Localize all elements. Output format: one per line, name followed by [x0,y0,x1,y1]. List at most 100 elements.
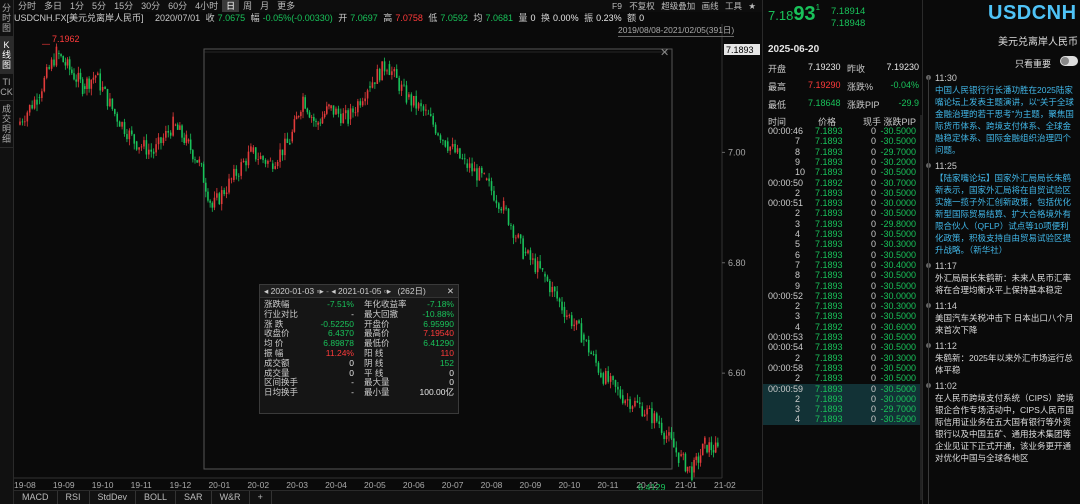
candle-body [26,112,29,122]
news-item[interactable]: 11:25 【陆家嘴论坛】国家外汇局局长朱鹤新表示，国家外汇局将在自贸试验区实施一… [923,160,1079,256]
candle-body [587,339,590,353]
side-tab-3[interactable]: 成交明细 [0,101,13,148]
candle-body [94,75,97,78]
indicator-tab-6[interactable]: + [250,491,272,504]
candle-body [304,97,306,109]
indicator-tab-5[interactable]: W&R [212,491,250,504]
candle-body [202,164,205,183]
news-item[interactable]: 11:17 外汇局局长朱鹤新：未来人民币汇率将在合理均衡水平上保持基本稳定 [923,260,1079,296]
trade-change: -30.5000 [880,311,916,322]
x-tick-label: 20-03 [286,480,308,490]
period-tab-8[interactable]: 日 [222,0,240,12]
candle-body [381,61,383,81]
trade-price: 7.1893 [815,332,843,342]
news-item[interactable]: 11:12 朱鹤新：2025年以来外汇市场运行总体平稳 [923,340,1079,376]
trade-time: 6 [795,249,801,260]
candle-body [323,113,326,118]
trade-price: 7.1893 [815,126,843,136]
candle-body [189,139,192,151]
period-tab-2[interactable]: 1分 [70,1,85,11]
candle-body [274,166,277,169]
trade-row: 4 7.1893 0 -30.5000 [763,229,920,239]
news-text: 在人民币跨境支付系统（CIPS）跨境银企合作专场活动中，CIPS人民币国际信用证… [935,393,1074,463]
quote-value: 7.19230 [808,62,841,72]
side-view-tabs: 分时图 K线图 TICK 成交明细 [0,0,14,504]
open-value: 7.0697 [350,13,378,23]
trade-price: 7.1893 [815,229,843,239]
y-tick-label: 6.80 [728,258,746,268]
period-tab-1[interactable]: 多日 [44,1,63,11]
selection-close-icon[interactable]: ✕ [660,47,669,59]
candle-body [686,466,689,472]
side-tab-1[interactable]: K线图 [0,37,13,74]
indicator-tab-4[interactable]: SAR [176,491,212,504]
news-item[interactable]: 11:30 中国人民银行行长潘功胜在2025陆家嘴论坛上发表主题演讲，以“关于全球… [923,72,1079,156]
f9-button[interactable]: F9 [612,1,622,11]
trade-time: 7 [795,136,801,147]
trade-time: 00:00:53 [768,332,804,342]
period-tab-3[interactable]: 5分 [92,1,107,11]
tools-button[interactable]: 工具 [724,1,742,11]
trade-row: 8 7.1893 0 -29.7000 [763,147,920,157]
news-list[interactable]: 11:30 中国人民银行行长潘功胜在2025陆家嘴论坛上发表主题演讲，以“关于全球… [923,72,1079,504]
candle-body [21,121,24,123]
side-tab-0[interactable]: 分时图 [0,0,13,37]
trade-row: 00:00:50 7.1892 0 -30.7000 [763,178,920,188]
calendar-icon[interactable]: ▫▸ [316,286,324,296]
period-tab-11[interactable]: 更多 [277,1,296,11]
candle-body [471,163,473,172]
trade-row: 2 7.1893 0 -30.5000 [763,373,920,383]
trade-row: 3 7.1893 0 -29.7000 [763,404,920,415]
indicator-tab-3[interactable]: BOLL [136,491,177,504]
interval-selection-box[interactable] [203,48,673,470]
calendar-icon-2[interactable]: ▫▸ [383,286,392,296]
news-text: 朱鹤新：2025年以来外汇市场运行总体平稳 [935,353,1073,375]
candle-body [349,108,352,120]
period-tab-10[interactable]: 月 [260,1,270,11]
candle-body [459,148,461,159]
prev-arrow-icon[interactable]: ◂ [264,286,269,296]
draw-line-button[interactable]: 画线 [701,1,719,11]
price-main: 7.18 [768,8,794,23]
period-tab-5[interactable]: 30分 [141,1,161,11]
prev-arrow-icon-2[interactable]: ◂ [331,286,336,296]
trade-price: 7.1892 [815,321,843,332]
candle-body [563,306,566,317]
candle-body [286,138,289,143]
close-icon[interactable]: ✕ [446,286,454,296]
period-tab-0[interactable]: 分时 [18,1,37,11]
period-tab-9[interactable]: 周 [243,1,253,11]
candle-body [638,402,641,405]
indicator-tab-1[interactable]: RSI [58,491,90,504]
min-price-label: 6.4129 [638,482,666,490]
trade-change: -30.5000 [880,280,916,291]
overlay-button[interactable]: 超级叠加 [661,1,696,11]
trade-row: 2 7.1893 0 -30.5000 [763,208,920,218]
trade-row: 9 7.1893 0 -30.5000 [763,281,920,291]
indicator-tab-0[interactable]: MACD [14,491,58,504]
restore-button[interactable]: 不复权 [629,1,655,11]
interval-end-date[interactable]: 2021-01-05 [338,286,382,296]
trade-volume: 0 [871,167,877,178]
news-panel: USDCNH 美元兑离岸人民币 只看重要 11:30 中国人民银行行长潘功胜在20… [922,0,1080,504]
important-only-toggle[interactable] [1060,56,1078,66]
candle-body [75,79,77,82]
news-item[interactable]: 11:14 美国汽车关税冲击下 日本出口八个月来首次下降 [923,300,1079,336]
trade-scrollbar[interactable] [920,115,923,500]
indicator-tab-2[interactable]: StdDev [90,491,137,504]
side-tab-2[interactable]: TICK [0,74,13,101]
trade-price: 7.1893 [815,208,843,219]
star-icon[interactable]: ★ [748,1,756,11]
period-tab-6[interactable]: 60分 [168,1,188,11]
candle-body [205,182,207,192]
trade-price: 7.1893 [815,362,843,373]
period-tab-7[interactable]: 4小时 [195,1,219,11]
trade-time: 4 [795,414,801,425]
period-tab-4[interactable]: 15分 [114,1,134,11]
candlestick-chart[interactable]: 7.00 6.80 6.60 7.1893 19-08 19-09 19-10 19-11 19… [14,24,762,490]
news-item[interactable]: 11:02 在人民币跨境支付系统（CIPS）跨境银企合作专场活动中，CIPS人民币… [923,380,1079,464]
candle-body [658,421,661,425]
candle-body [308,112,311,118]
news-time: 11:02 [935,381,957,391]
interval-start-date[interactable]: 2020-01-03 [270,286,315,296]
